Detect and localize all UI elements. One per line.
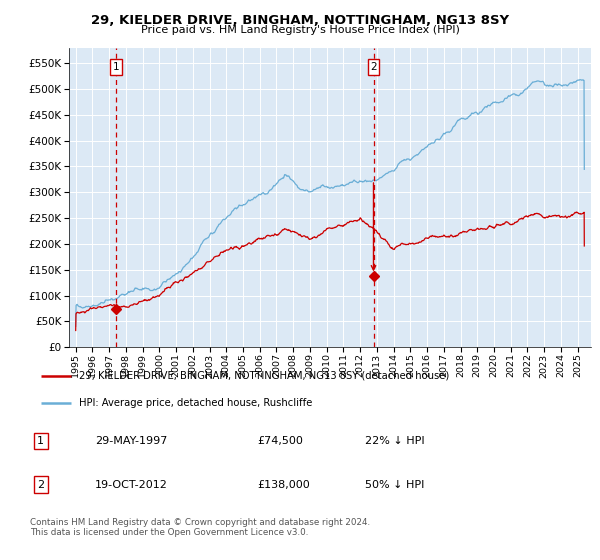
Text: 50% ↓ HPI: 50% ↓ HPI xyxy=(365,480,424,490)
Text: 19-OCT-2012: 19-OCT-2012 xyxy=(95,480,167,490)
Text: 22% ↓ HPI: 22% ↓ HPI xyxy=(365,436,424,446)
Text: 1: 1 xyxy=(113,62,119,72)
Text: HPI: Average price, detached house, Rushcliffe: HPI: Average price, detached house, Rush… xyxy=(79,398,312,408)
Text: 29, KIELDER DRIVE, BINGHAM, NOTTINGHAM, NG13 8SY: 29, KIELDER DRIVE, BINGHAM, NOTTINGHAM, … xyxy=(91,14,509,27)
Text: Contains HM Land Registry data © Crown copyright and database right 2024.
This d: Contains HM Land Registry data © Crown c… xyxy=(30,518,370,538)
Text: £74,500: £74,500 xyxy=(257,436,302,446)
Text: 29, KIELDER DRIVE, BINGHAM, NOTTINGHAM, NG13 8SY (detached house): 29, KIELDER DRIVE, BINGHAM, NOTTINGHAM, … xyxy=(79,371,449,381)
Text: 2: 2 xyxy=(37,480,44,490)
Text: £138,000: £138,000 xyxy=(257,480,310,490)
Text: 2: 2 xyxy=(370,62,377,72)
Text: 1: 1 xyxy=(37,436,44,446)
Text: 29-MAY-1997: 29-MAY-1997 xyxy=(95,436,167,446)
Text: Price paid vs. HM Land Registry's House Price Index (HPI): Price paid vs. HM Land Registry's House … xyxy=(140,25,460,35)
